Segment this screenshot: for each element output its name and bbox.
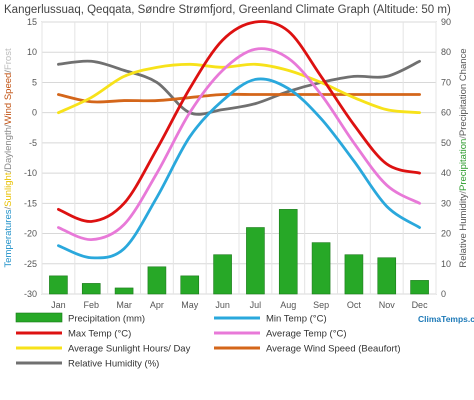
y-right-tick-label: 50 bbox=[441, 138, 451, 148]
x-tick-label: Nov bbox=[379, 300, 396, 310]
precipitation-bar bbox=[81, 283, 101, 295]
y-left-tick-label: 5 bbox=[32, 77, 37, 87]
y-left-tick-label: -30 bbox=[24, 289, 37, 299]
x-tick-label: Oct bbox=[347, 300, 362, 310]
y-axis-right-label: Relative Humidity/Precipitation/Precipit… bbox=[458, 48, 469, 267]
y-axis-left-label: Temperatures/Sunlight/Daylength/Wind Spe… bbox=[3, 48, 14, 268]
legend-label: Average Sunlight Hours/ Day bbox=[68, 344, 191, 355]
axis-label-part: Daylength bbox=[3, 127, 14, 170]
precipitation-bar bbox=[410, 280, 429, 295]
axis-label-part: Sunlight bbox=[3, 172, 14, 207]
axis-label-part: Wind Speed bbox=[3, 73, 14, 125]
axis-label-text: Relative Humidity/Precipitation/Precipit… bbox=[458, 48, 469, 267]
x-tick-label: May bbox=[181, 300, 199, 310]
y-left-tick-label: -5 bbox=[29, 138, 37, 148]
y-right-tick-label: 90 bbox=[441, 17, 451, 27]
plot-area: -30 -25 -20 -15 -10 -5 0 5 10 15 0 10 20 30 40 50 60 70 80… bbox=[24, 17, 451, 310]
precipitation-bar bbox=[180, 275, 200, 295]
axis-label-part: / bbox=[3, 170, 14, 173]
avg-temp-line bbox=[57, 47, 421, 242]
precipitation-bar bbox=[147, 266, 167, 295]
y-right-tick-label: 0 bbox=[441, 289, 446, 299]
axis-label-part: / bbox=[458, 191, 469, 194]
y-right-tick-label: 60 bbox=[441, 108, 451, 118]
x-tick-label: Jul bbox=[250, 300, 262, 310]
x-tick-label: Jun bbox=[215, 300, 230, 310]
axis-label-part: Relative Humidity bbox=[458, 193, 469, 267]
brand-label: ClimaTemps.com bbox=[418, 314, 474, 324]
y-left-tick-label: -25 bbox=[24, 259, 37, 269]
legend-swatch-bar bbox=[15, 312, 63, 323]
legend-label: Relative Humidity (%) bbox=[68, 359, 159, 370]
legend-label: Min Temp (°C) bbox=[266, 314, 327, 325]
max-temp-line bbox=[57, 20, 421, 223]
legend-label: Max Temp (°C) bbox=[68, 329, 131, 340]
x-tick-label: Sep bbox=[313, 300, 329, 310]
precipitation-bar bbox=[311, 242, 331, 295]
y-left-tick-label: -10 bbox=[24, 168, 37, 178]
precipitation-bar bbox=[246, 227, 265, 295]
precipitation-bar bbox=[377, 257, 397, 295]
axis-label-part: / bbox=[3, 70, 14, 73]
legend-label: Average Wind Speed (Beaufort) bbox=[266, 344, 400, 355]
x-tick-label: Mar bbox=[116, 300, 132, 310]
legend-label: Precipitation (mm) bbox=[68, 314, 145, 325]
y-left-tick-label: -15 bbox=[24, 198, 37, 208]
chart-title: Kangerlussuaq, Qeqqata, Søndre Strømfjor… bbox=[4, 4, 451, 16]
y-right-tick-label: 30 bbox=[441, 198, 451, 208]
precipitation-bar bbox=[49, 275, 68, 295]
axis-label-part: Precipitation Chance bbox=[458, 48, 469, 136]
y-left-tick-label: 10 bbox=[27, 47, 37, 57]
wind-speed-line bbox=[57, 92, 421, 104]
axis-label-part: / bbox=[458, 136, 469, 139]
y-right-tick-label: 40 bbox=[441, 168, 451, 178]
legend-label: Average Temp (°C) bbox=[266, 329, 347, 340]
axis-label-text: Temperatures/Sunlight/Daylength/Wind Spe… bbox=[3, 48, 14, 268]
x-tick-label: Feb bbox=[83, 300, 99, 310]
y-left-tick-label: -20 bbox=[24, 229, 37, 239]
precipitation-bar bbox=[213, 254, 232, 295]
precipitation-bar bbox=[344, 254, 364, 295]
y-right-tick-label: 10 bbox=[441, 259, 451, 269]
y-right-tick-label: 70 bbox=[441, 77, 451, 87]
x-tick-label: Aug bbox=[280, 300, 296, 310]
axis-label-part: Frost bbox=[3, 48, 14, 70]
y-left-tick-label: 15 bbox=[27, 17, 37, 27]
min-temp-line bbox=[57, 77, 421, 260]
axis-label-part: / bbox=[3, 207, 14, 210]
axis-label-part: Temperatures bbox=[3, 209, 14, 267]
y-right-tick-label: 20 bbox=[441, 229, 451, 239]
y-left-tick-label: 0 bbox=[32, 108, 37, 118]
axis-label-part: Precipitation bbox=[458, 139, 469, 191]
legend: Precipitation (mm) Min Temp (°C) Max Temp … bbox=[15, 312, 400, 370]
precipitation-bar bbox=[278, 209, 298, 295]
x-tick-label: Dec bbox=[412, 300, 429, 310]
precipitation-bar bbox=[114, 287, 134, 295]
x-tick-label: Jan bbox=[51, 300, 66, 310]
axis-label-part: / bbox=[3, 124, 14, 127]
humidity-line bbox=[57, 59, 421, 116]
sunlight-line bbox=[57, 62, 421, 115]
y-right-tick-label: 80 bbox=[441, 47, 451, 57]
x-tick-label: Apr bbox=[150, 300, 164, 310]
